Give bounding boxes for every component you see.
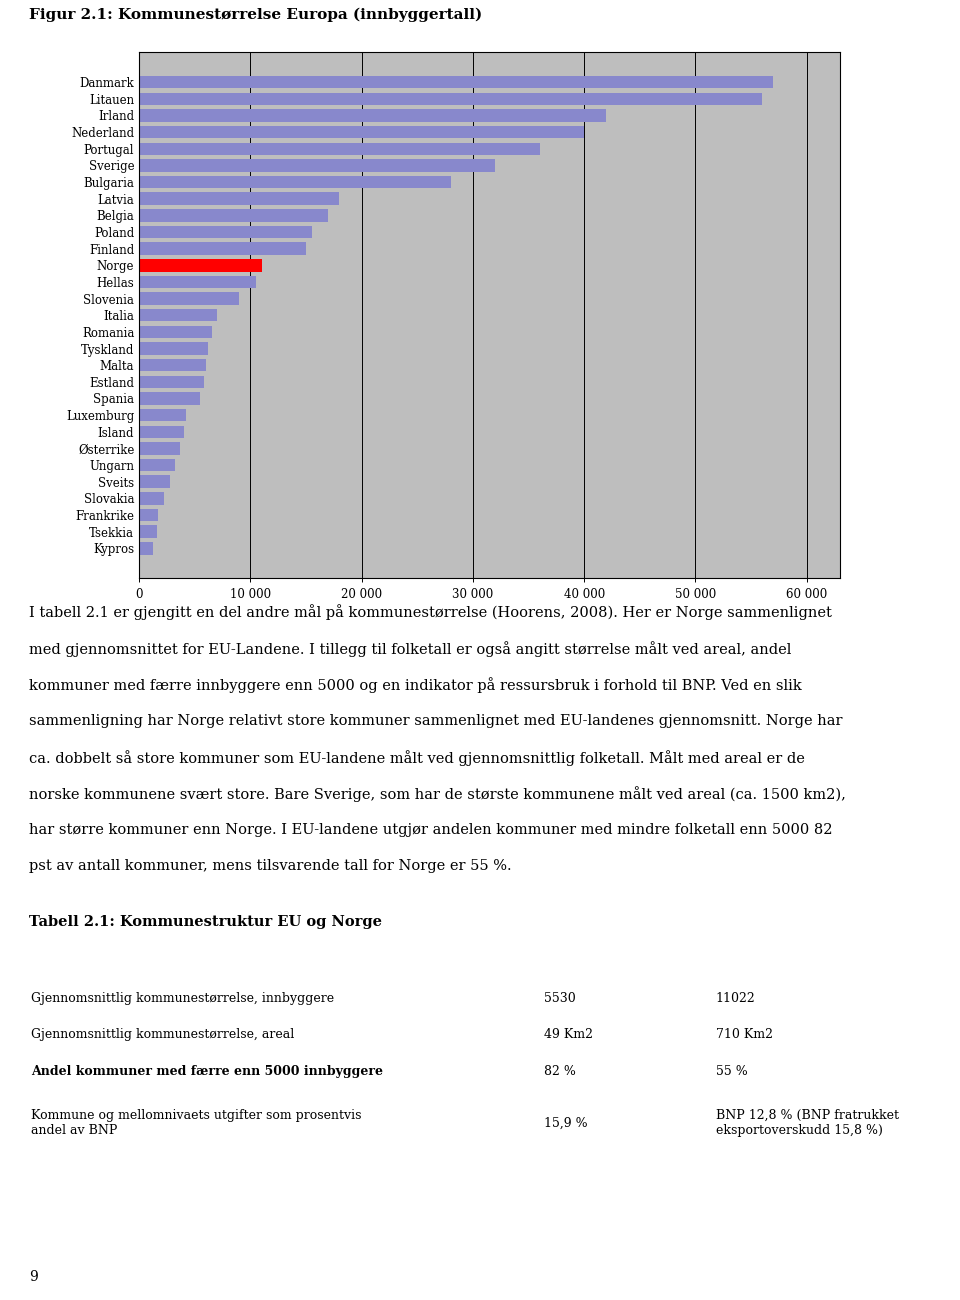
Text: Gjennomsnittlig kommunestørrelse, areal: Gjennomsnittlig kommunestørrelse, areal bbox=[32, 1028, 295, 1041]
Bar bbox=[139, 359, 206, 372]
Bar bbox=[139, 259, 262, 272]
Text: med gjennomsnittet for EU-Landene. I tillegg til folketall er også angitt større: med gjennomsnittet for EU-Landene. I til… bbox=[29, 641, 791, 656]
Text: sammenligning har Norge relativt store kommuner sammenlignet med EU-landenes gje: sammenligning har Norge relativt store k… bbox=[29, 714, 842, 728]
Bar bbox=[139, 75, 773, 88]
Text: 5530: 5530 bbox=[544, 992, 576, 1005]
Text: 82 %: 82 % bbox=[544, 1065, 576, 1078]
Bar bbox=[139, 192, 340, 205]
Bar bbox=[139, 376, 204, 389]
Bar bbox=[139, 442, 180, 455]
Text: Andel kommuner med færre enn 5000 innbyggere: Andel kommuner med færre enn 5000 innbyg… bbox=[32, 1065, 383, 1078]
Text: 15,9 %: 15,9 % bbox=[544, 1117, 588, 1130]
Text: Norge: Norge bbox=[716, 956, 761, 968]
Bar bbox=[139, 476, 170, 488]
Bar bbox=[139, 525, 157, 538]
Text: norske kommunene svært store. Bare Sverige, som har de største kommunene målt ve: norske kommunene svært store. Bare Sveri… bbox=[29, 786, 846, 802]
Text: Gjennomsnittlig kommunestørrelse, innbyggere: Gjennomsnittlig kommunestørrelse, innbyg… bbox=[32, 992, 334, 1005]
Text: 710 Km2: 710 Km2 bbox=[716, 1028, 773, 1041]
Bar bbox=[139, 242, 306, 255]
Bar bbox=[139, 159, 495, 172]
Bar bbox=[139, 425, 183, 438]
Text: pst av antall kommuner, mens tilsvarende tall for Norge er 55 %.: pst av antall kommuner, mens tilsvarende… bbox=[29, 859, 512, 874]
Text: kommuner med færre innbyggere enn 5000 og en indikator på ressursbruk i forhold : kommuner med færre innbyggere enn 5000 o… bbox=[29, 677, 802, 693]
Bar bbox=[139, 92, 762, 105]
Text: 49 Km2: 49 Km2 bbox=[544, 1028, 593, 1041]
Bar bbox=[139, 493, 163, 504]
Bar bbox=[139, 410, 186, 421]
Text: Figur 2.1: Kommunestørrelse Europa (innbyggertall): Figur 2.1: Kommunestørrelse Europa (innb… bbox=[29, 8, 482, 22]
Text: har større kommuner enn Norge. I EU-landene utgjør andelen kommuner med mindre f: har større kommuner enn Norge. I EU-land… bbox=[29, 823, 832, 837]
Bar bbox=[139, 226, 312, 238]
Text: EU: EU bbox=[544, 956, 565, 968]
Text: ca. dobbelt så store kommuner som EU-landene målt ved gjennomsnittlig folketall.: ca. dobbelt så store kommuner som EU-lan… bbox=[29, 750, 804, 766]
Text: BNP 12,8 % (BNP fratrukket
eksportoverskudd 15,8 %): BNP 12,8 % (BNP fratrukket eksportoversk… bbox=[716, 1109, 899, 1138]
Bar bbox=[139, 276, 256, 289]
Bar bbox=[139, 508, 158, 521]
Bar bbox=[139, 309, 217, 321]
Bar bbox=[139, 542, 153, 555]
Bar bbox=[139, 109, 607, 122]
Text: 55 %: 55 % bbox=[716, 1065, 748, 1078]
Text: 11022: 11022 bbox=[716, 992, 756, 1005]
Bar bbox=[139, 326, 211, 338]
Bar bbox=[139, 393, 201, 404]
Bar bbox=[139, 143, 540, 155]
Bar bbox=[139, 209, 328, 221]
Bar bbox=[139, 292, 239, 304]
Text: I tabell 2.1 er gjengitt en del andre mål på kommunestørrelse (Hoorens, 2008). H: I tabell 2.1 er gjengitt en del andre må… bbox=[29, 604, 831, 620]
Bar bbox=[139, 176, 450, 188]
Bar bbox=[139, 126, 584, 138]
Bar bbox=[139, 459, 175, 472]
Bar bbox=[139, 342, 208, 355]
Text: 9: 9 bbox=[29, 1270, 37, 1284]
Text: Kommune og mellomnivaets utgifter som prosentvis
andel av BNP: Kommune og mellomnivaets utgifter som pr… bbox=[32, 1109, 362, 1138]
Text: Tabell 2.1: Kommunestruktur EU og Norge: Tabell 2.1: Kommunestruktur EU og Norge bbox=[29, 915, 382, 930]
